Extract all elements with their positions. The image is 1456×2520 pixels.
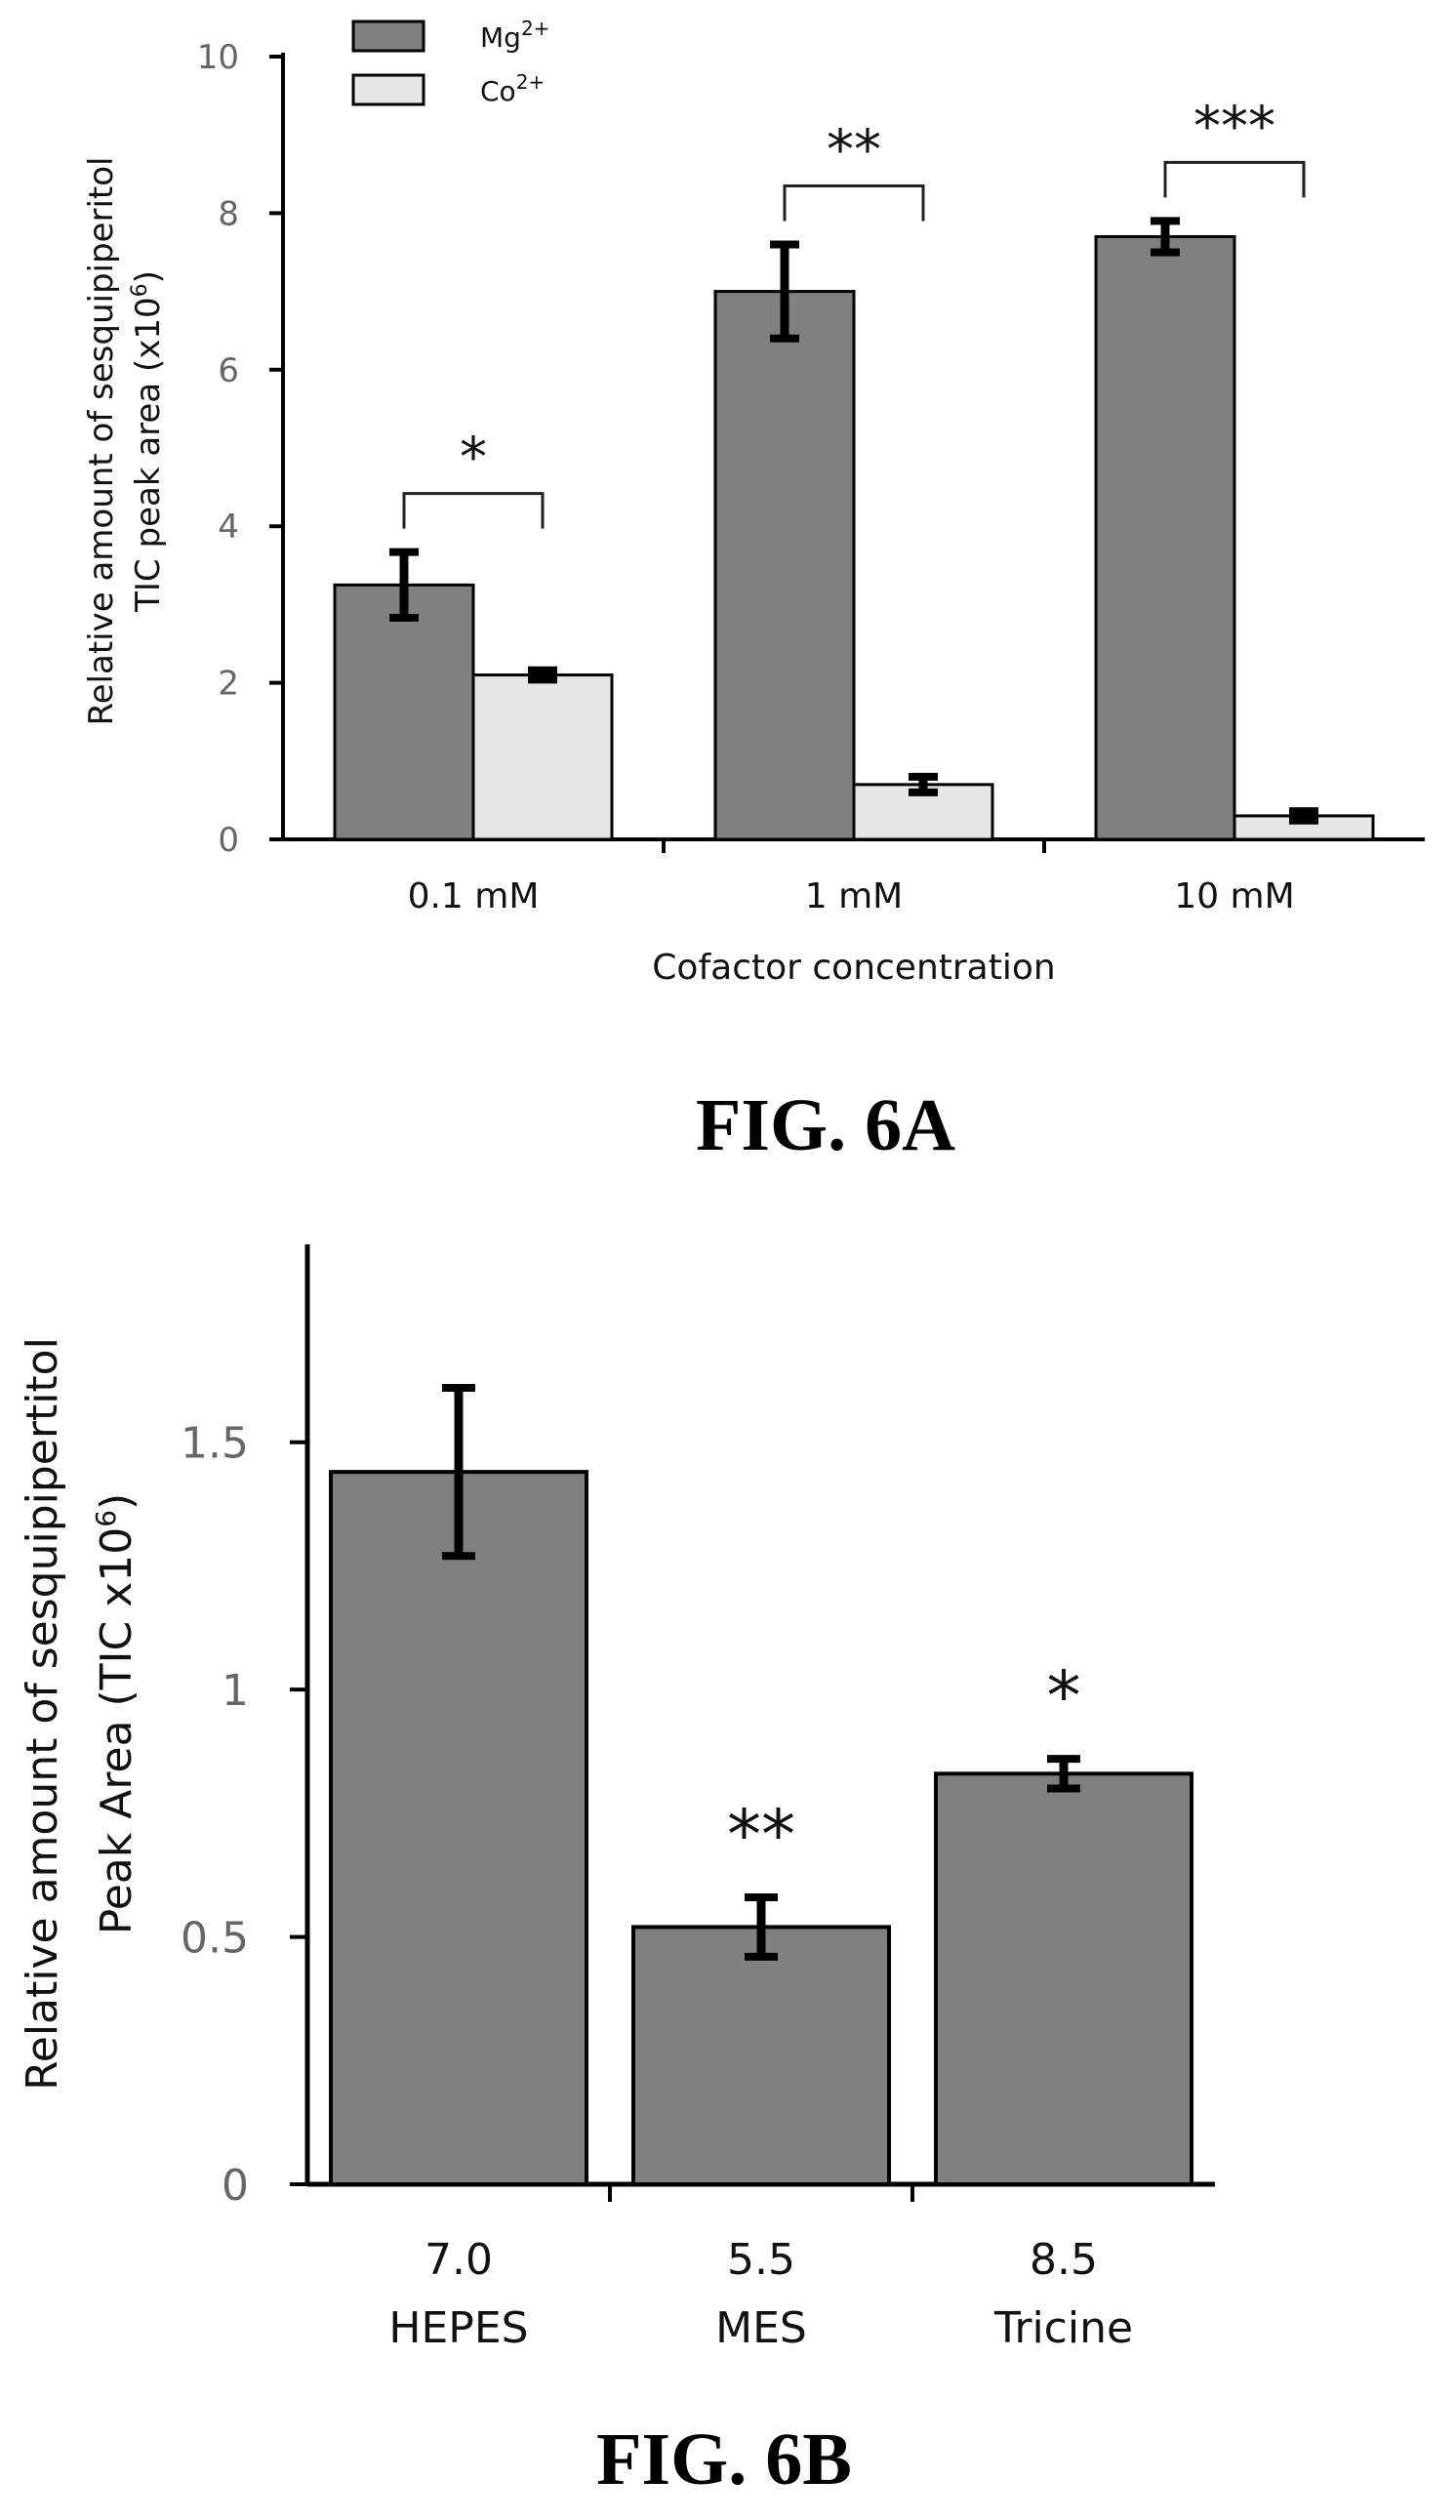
fig6a-y-axis-title-part: TIC peak area (x10: [129, 297, 168, 612]
fig6a-category-label: 0.1 mM: [408, 876, 540, 916]
fig6a-y-axis-title-part: 6: [128, 283, 152, 297]
fig6a-y-axis-title-line2: TIC peak area (x106): [128, 270, 168, 613]
fig6b-bar: [934, 1771, 1193, 2186]
fig6b-category-sublabel: Tricine: [993, 2303, 1133, 2353]
fig6b-category-label: 8.5: [1030, 2235, 1098, 2285]
fig6a-bar: [1094, 234, 1236, 841]
fig6a-y-tick-label: 0: [218, 821, 239, 860]
fig6b-y-axis-title-part: 6: [90, 1510, 122, 1527]
fig6a-bar: [471, 673, 614, 841]
fig6b-y-axis-title-part: Peak Area (TIC x10: [92, 1527, 142, 1934]
fig6a-x-axis-title: Cofactor concentration: [652, 948, 1055, 988]
fig6a-y-tick-label: 8: [218, 194, 239, 233]
fig6b-y-tick-label: 1.5: [181, 1419, 249, 1469]
fig6a-significance-marker: **: [827, 118, 881, 182]
fig6b-y-tick-label: 0: [222, 2161, 249, 2211]
fig6a-legend-charge: 2+: [521, 17, 549, 40]
fig6b-category-label: 7.0: [425, 2235, 493, 2285]
fig6a-significance-bracket: [402, 492, 545, 529]
fig6a-y-tick-label: 6: [218, 351, 239, 390]
fig6b-y-axis-title-line2: Peak Area (TIC x106): [90, 1493, 142, 1934]
fig6a-category-label: 10 mM: [1174, 876, 1294, 916]
fig6b-y-axis-title-part: ): [92, 1493, 142, 1510]
fig6b-bar: [329, 1470, 588, 2186]
fig6a-legend-charge: 2+: [516, 70, 545, 94]
fig6a-significance-marker: *: [460, 427, 487, 490]
fig6a-y-axis-title-line1: Relative amount of sesquipiperitol: [82, 157, 121, 726]
fig6a-legend-swatch: [351, 20, 425, 53]
fig6b-category-sublabel: HEPES: [388, 2303, 528, 2353]
fig6a-significance-marker: ***: [1193, 95, 1275, 158]
fig6a-legend-ion: Mg: [480, 21, 521, 54]
fig6b-significance-marker: **: [727, 1795, 795, 1875]
fig6a-y-tick-label: 4: [218, 508, 239, 547]
fig6b-category-label: 5.5: [727, 2235, 795, 2285]
fig6b-y-tick-label: 1: [222, 1666, 249, 1716]
fig6a-y-tick-label: 2: [218, 665, 239, 704]
fig6a-y-tick-label: 10: [197, 38, 239, 77]
fig6a-y-axis-title-part: ): [129, 270, 168, 283]
fig6a-y-axis-title: Relative amount of sesquipiperitol TIC pe…: [82, 157, 168, 726]
fig6b-y-tick-label: 0.5: [181, 1914, 249, 1964]
fig6b-significance-marker: *: [1047, 1656, 1081, 1736]
fig6a-legend-label: Mg2+: [480, 17, 549, 54]
fig6a-significance-bracket: [783, 183, 925, 222]
fig6a-significance-bracket: [1163, 160, 1306, 198]
fig6a-legend-ion: Co: [480, 75, 516, 107]
fig6b-y-axis-title-line1: Relative amount of sesquipipertitol: [18, 1337, 67, 2091]
fig6b-y-axis-title: Relative amount of sesquipipertitol Peak …: [18, 1337, 142, 2091]
fig6a-bar: [333, 583, 475, 841]
fig6a-bar: [713, 290, 856, 841]
fig6b-category-sublabel: MES: [715, 2303, 807, 2353]
fig6b-bar: [631, 1925, 891, 2187]
fig6a-figure-label: FIG. 6A: [696, 1084, 955, 1166]
fig6a-legend-swatch: [351, 73, 425, 106]
fig6a-legend-label: Co2+: [480, 70, 545, 107]
fig6a-category-label: 1 mM: [805, 876, 903, 916]
fig6b-figure-label: FIG. 6B: [596, 2418, 852, 2500]
